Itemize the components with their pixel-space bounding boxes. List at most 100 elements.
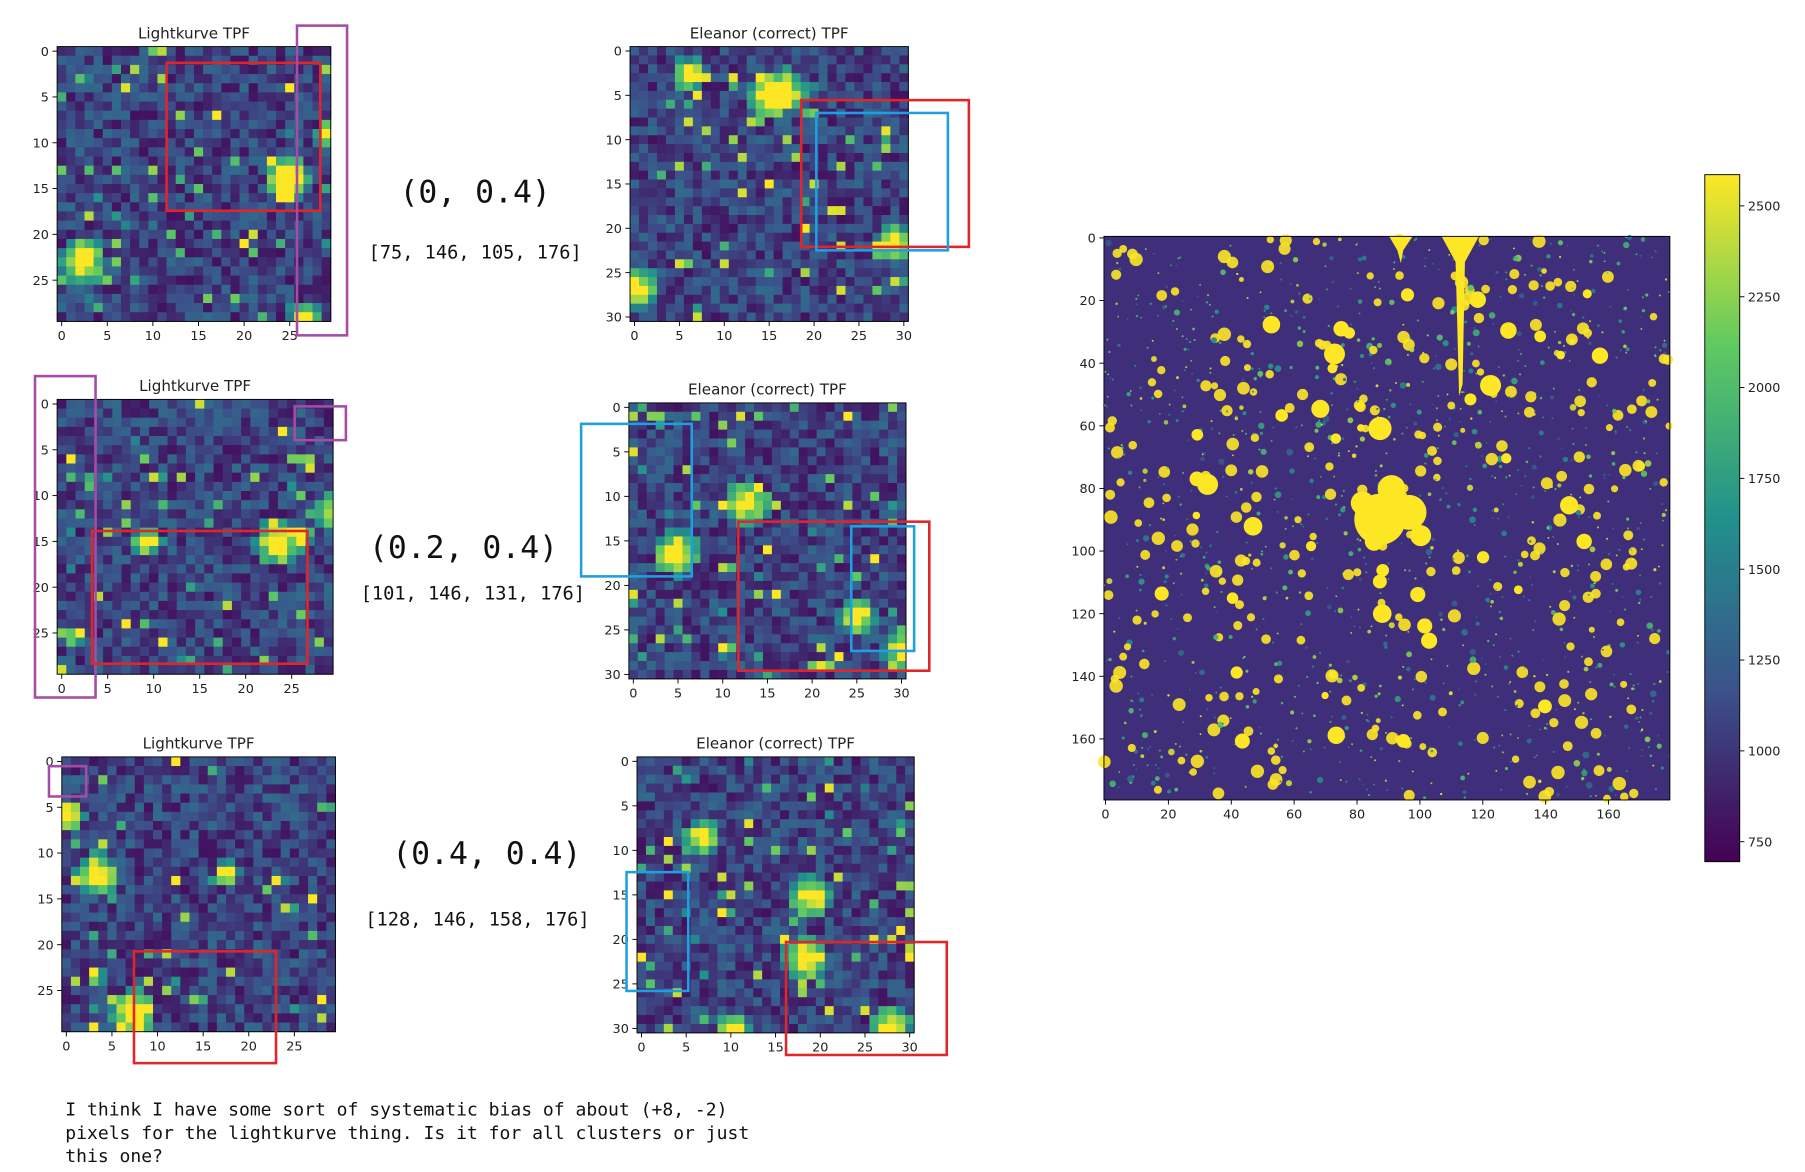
pixel — [139, 303, 149, 313]
pixel — [203, 129, 213, 139]
pixel — [241, 582, 251, 593]
pixel — [149, 555, 159, 565]
pixel — [66, 619, 76, 629]
pixel — [93, 417, 104, 428]
pixel — [268, 445, 279, 455]
pixel — [806, 783, 817, 793]
pixel — [321, 284, 332, 295]
pixel — [149, 436, 159, 446]
pixel — [818, 197, 828, 207]
x-tick-label: 15 — [192, 682, 208, 697]
pixel — [782, 108, 793, 118]
pixel — [863, 259, 873, 269]
pixel — [710, 223, 721, 234]
pixel — [204, 573, 214, 584]
pixel — [897, 563, 907, 573]
pixel — [121, 408, 132, 419]
pixel — [289, 811, 300, 822]
pixel — [75, 293, 85, 304]
pixel — [789, 429, 800, 439]
pixel — [665, 268, 676, 278]
pixel — [674, 179, 685, 189]
pixel — [180, 967, 190, 978]
pixel — [61, 967, 72, 978]
pixel — [673, 536, 683, 546]
pixel — [125, 802, 136, 813]
pixel — [637, 500, 648, 511]
pixel — [656, 161, 667, 172]
pixel — [709, 402, 719, 413]
pixel — [111, 183, 122, 194]
pixel — [326, 766, 336, 776]
pixel — [216, 967, 227, 978]
pixel — [198, 930, 209, 941]
pixel — [157, 165, 168, 176]
pixel — [61, 766, 72, 776]
pixel — [736, 420, 746, 431]
pixel — [665, 285, 676, 296]
pixel — [646, 554, 657, 564]
pixel — [789, 536, 800, 546]
pixel — [239, 257, 250, 267]
pixel — [298, 885, 309, 895]
pixel — [193, 257, 204, 267]
pixel — [259, 536, 270, 547]
pixel — [745, 429, 755, 439]
pixel — [167, 417, 178, 428]
pixel — [57, 399, 67, 410]
pixel — [259, 463, 270, 474]
pixel — [268, 509, 279, 519]
pixel — [746, 215, 757, 225]
pixel — [764, 90, 775, 101]
pixel — [298, 802, 309, 813]
pixel — [294, 174, 304, 185]
pixel — [216, 1004, 227, 1014]
pixel — [125, 821, 136, 831]
pixel — [852, 491, 862, 502]
pixel — [204, 564, 214, 574]
pixel — [682, 661, 692, 671]
pixel — [843, 429, 853, 439]
pixel — [806, 756, 817, 767]
pixel — [890, 215, 900, 225]
pixel — [248, 202, 259, 212]
pixel — [93, 481, 104, 492]
pixel — [773, 188, 784, 198]
pixel — [683, 55, 694, 65]
pixel — [166, 119, 177, 130]
pixel — [861, 411, 871, 422]
pixel — [213, 564, 224, 574]
pixel — [699, 783, 709, 793]
pixel — [691, 554, 701, 564]
pixel — [762, 756, 772, 767]
pixel — [276, 193, 286, 203]
pixel — [102, 303, 113, 313]
pixel — [139, 619, 150, 629]
pixel — [193, 138, 204, 148]
pixel — [195, 646, 205, 657]
pixel — [692, 215, 703, 225]
pixel — [134, 921, 145, 932]
pixel — [809, 285, 820, 296]
pixel — [745, 465, 755, 475]
pixel — [736, 402, 746, 413]
pixel — [700, 616, 710, 626]
pixel — [239, 119, 250, 130]
pixel — [225, 793, 236, 804]
pixel — [746, 285, 757, 296]
pixel — [80, 802, 90, 813]
pixel — [212, 229, 222, 240]
pixel — [149, 600, 159, 611]
pixel — [287, 564, 297, 574]
pixel — [139, 156, 149, 167]
pixel — [125, 784, 136, 794]
pixel — [718, 607, 728, 618]
pixel — [157, 193, 168, 203]
pixel — [654, 765, 665, 776]
pixel — [852, 465, 862, 475]
pixel — [277, 646, 288, 657]
pixel — [103, 591, 113, 602]
pixel — [162, 839, 172, 849]
pixel — [809, 215, 820, 225]
pixel — [780, 652, 791, 662]
